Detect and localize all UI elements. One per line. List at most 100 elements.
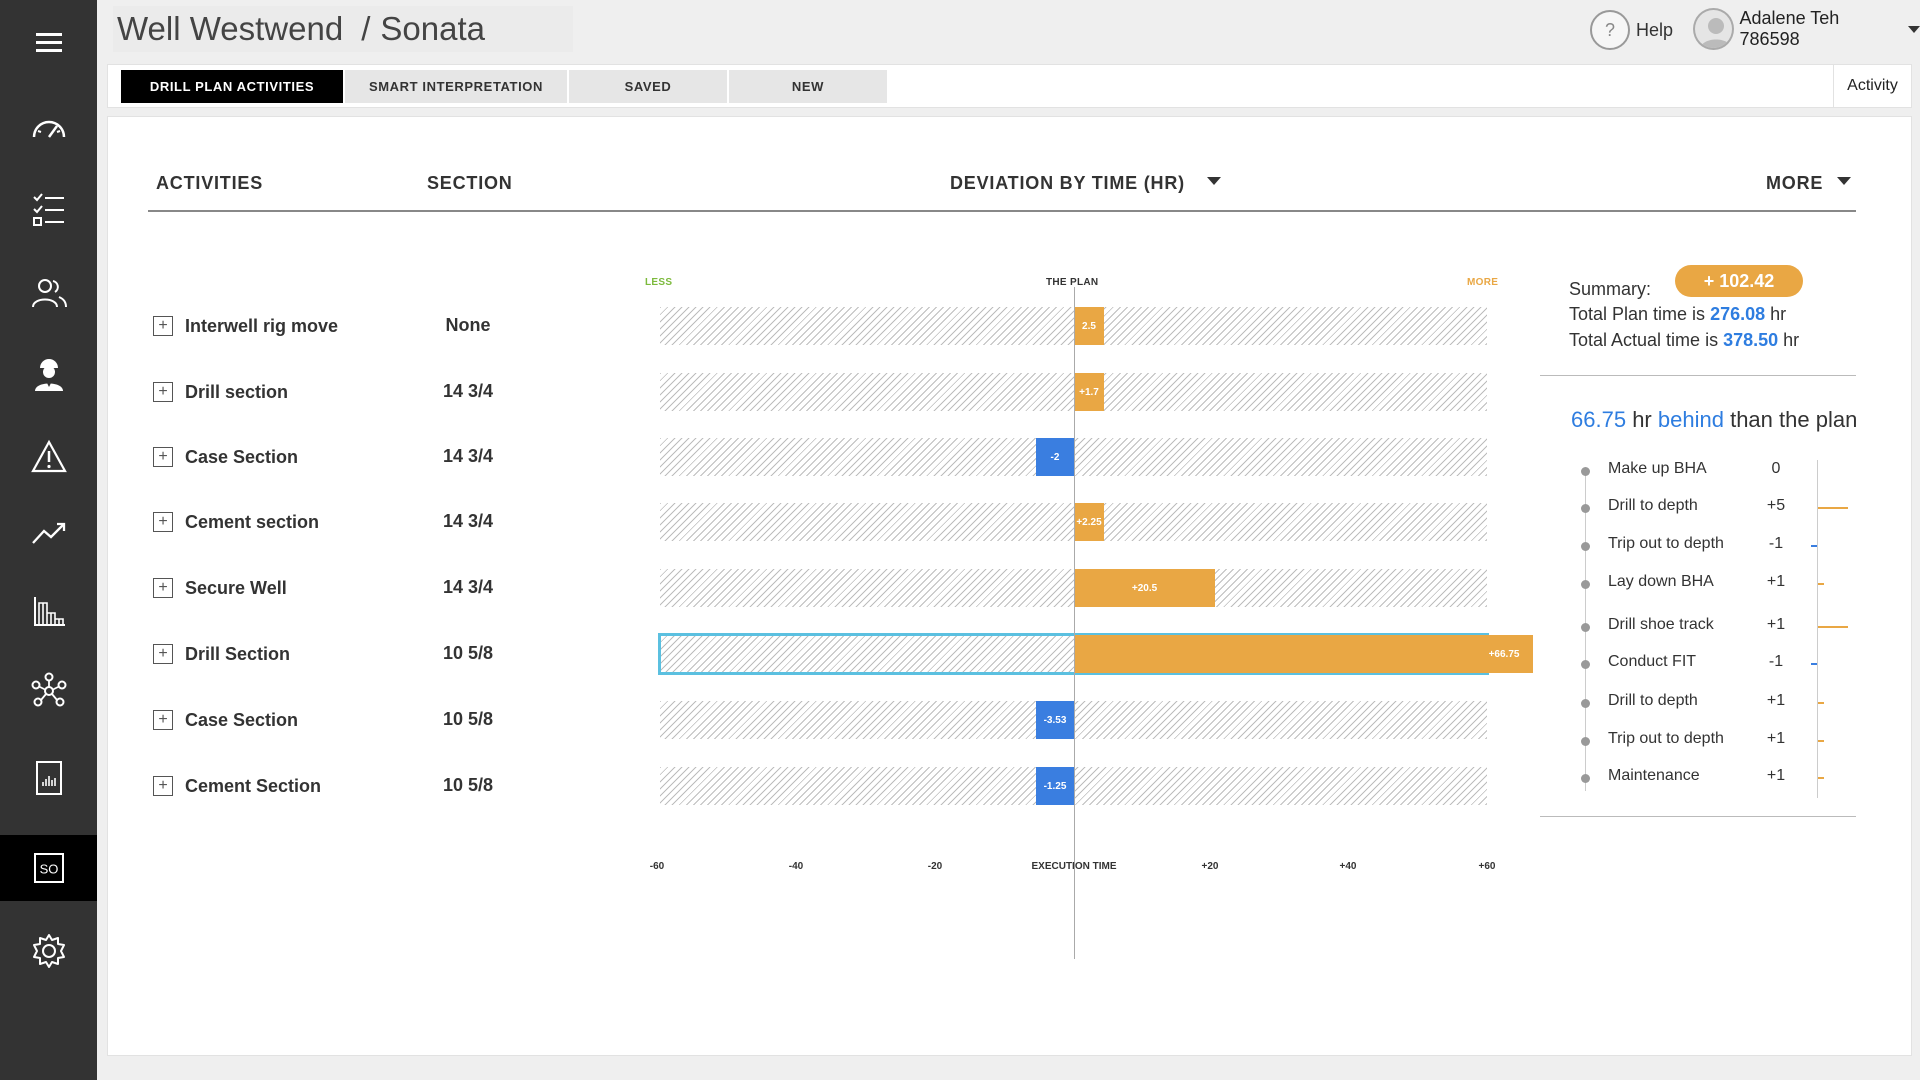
breakdown-item-name: Drill to depth — [1608, 497, 1698, 514]
chart-label-more: MORE — [1467, 277, 1499, 288]
gauge-icon[interactable] — [0, 96, 97, 162]
tab-bar: DRILL PLAN ACTIVITIES SMART INTERPRETATI… — [107, 64, 1912, 108]
breakdown-item-value: +1 — [1766, 616, 1786, 633]
deviation-dropdown[interactable]: DEVIATION BY TIME (HR) — [950, 173, 1221, 194]
timeline-dot — [1581, 542, 1590, 551]
deviation-track[interactable]: 2.5 — [660, 307, 1487, 345]
warning-icon[interactable] — [0, 424, 97, 490]
activity-name: Drill section — [185, 381, 289, 402]
well-name: Well Westwend — [117, 10, 344, 47]
deviation-track[interactable]: -3.53 — [660, 701, 1487, 739]
section-value: 10 5/8 — [442, 709, 494, 729]
report-icon[interactable] — [0, 745, 97, 811]
network-icon[interactable] — [0, 658, 97, 724]
expand-icon[interactable]: + — [153, 776, 173, 796]
chart-label-plan: THE PLAN — [1046, 277, 1099, 288]
header: Well Westwend / Sonata ? Help Adalene Te… — [97, 0, 1920, 62]
so-label: SO — [39, 862, 58, 877]
timeline-dot — [1581, 737, 1590, 746]
plan-time-prefix: Total Plan time is — [1569, 304, 1706, 324]
deviation-track[interactable]: -2 — [660, 438, 1487, 476]
expand-icon[interactable]: + — [153, 578, 173, 598]
timeline-dot — [1581, 580, 1590, 589]
deviation-bar[interactable]: +1.7 — [1074, 373, 1104, 411]
x-tick-label: +60 — [1478, 861, 1496, 872]
activity-name: Cement section — [185, 511, 320, 532]
x-tick-label: EXECUTION TIME — [1031, 861, 1117, 872]
so-icon[interactable]: SO — [0, 835, 97, 901]
plan-time-value: 276.08 — [1710, 304, 1766, 324]
gear-icon[interactable] — [0, 918, 97, 984]
x-tick-label: -40 — [788, 861, 804, 872]
expand-icon[interactable]: + — [153, 512, 173, 532]
menu-icon[interactable] — [0, 10, 97, 76]
deviation-track[interactable]: +20.5 — [660, 569, 1487, 607]
tab-saved[interactable]: SAVED — [569, 70, 727, 103]
actual-time-prefix: Total Actual time is — [1569, 330, 1719, 350]
timeline-dot — [1581, 774, 1590, 783]
expand-icon[interactable]: + — [153, 382, 173, 402]
breakdown-item-name: Drill to depth — [1608, 692, 1698, 709]
deviation-bar[interactable]: -3.53 — [1036, 701, 1074, 739]
tab-new[interactable]: NEW — [729, 70, 887, 103]
checklist-icon[interactable] — [0, 176, 97, 242]
deviation-bar[interactable]: +2.25 — [1074, 503, 1104, 541]
behind-unit: hr — [1632, 407, 1652, 432]
deviation-bar[interactable]: +66.75 — [1074, 635, 1534, 673]
breakdown-item-value: -1 — [1768, 535, 1784, 552]
deviation-bar[interactable]: +20.5 — [1074, 569, 1216, 607]
actual-time-value: 378.50 — [1723, 330, 1779, 350]
help-button[interactable]: ? Help — [1590, 10, 1673, 50]
breakdown-item-name: Trip out to depth — [1608, 730, 1724, 747]
deviation-bar[interactable]: -1.25 — [1036, 767, 1074, 805]
section-value: 14 3/4 — [442, 511, 494, 531]
help-label: Help — [1636, 19, 1674, 40]
expand-icon[interactable]: + — [153, 316, 173, 336]
deviation-track[interactable]: +2.25 — [660, 503, 1487, 541]
plan-time-unit: hr — [1770, 304, 1787, 324]
column-header-activities: ACTIVITIES — [156, 173, 264, 193]
column-header-section: SECTION — [427, 173, 513, 193]
plan-zero-line — [1074, 287, 1075, 959]
chevron-down-icon — [1908, 25, 1920, 33]
section-value: None — [445, 315, 491, 335]
breakdown-item-name: Lay down BHA — [1608, 573, 1714, 590]
expand-icon[interactable]: + — [153, 447, 173, 467]
breakdown-mini-bar — [1818, 777, 1824, 779]
more-label: MORE — [1766, 173, 1824, 193]
section-value: 10 5/8 — [442, 775, 494, 795]
summary-divider — [1540, 375, 1856, 376]
users-icon[interactable] — [0, 260, 97, 326]
deviation-track[interactable]: -1.25 — [660, 767, 1487, 805]
timeline-dot — [1581, 699, 1590, 708]
breakdown-mini-bar — [1818, 626, 1848, 628]
project-name: Sonata — [380, 10, 485, 47]
activity-row-label: + Case Section — [153, 445, 298, 469]
trend-icon[interactable] — [0, 500, 97, 566]
breakdown-item-value: +5 — [1766, 497, 1786, 514]
user-menu[interactable]: Adalene Teh 786598 — [1693, 8, 1920, 50]
deviation-bar[interactable]: 2.5 — [1074, 307, 1104, 345]
deviation-track[interactable]: +1.7 — [660, 373, 1487, 411]
breakdown-item-name: Make up BHA — [1608, 460, 1707, 477]
breakdown-item-value: +1 — [1766, 767, 1786, 784]
behind-value: 66.75 — [1571, 407, 1627, 432]
section-value: 14 3/4 — [442, 577, 494, 597]
activity-button[interactable]: Activity — [1833, 65, 1911, 107]
summary-label: Summary: — [1569, 279, 1652, 299]
expand-icon[interactable]: + — [153, 644, 173, 664]
section-value: 10 5/8 — [442, 643, 494, 663]
worker-icon[interactable] — [0, 342, 97, 408]
activity-name: Case Section — [185, 709, 299, 730]
expand-icon[interactable]: + — [153, 710, 173, 730]
breakdown-item-value: +1 — [1766, 573, 1786, 590]
rig-icon[interactable] — [0, 578, 97, 644]
breakdown-mini-bar — [1818, 702, 1824, 704]
deviation-track[interactable]: +66.75 — [658, 633, 1534, 675]
tab-smart-interpretation[interactable]: SMART INTERPRETATION — [345, 70, 567, 103]
activity-name: Drill Section — [185, 643, 291, 664]
more-dropdown[interactable]: MORE — [1766, 173, 1852, 194]
tab-drill-plan-activities[interactable]: DRILL PLAN ACTIVITIES — [121, 70, 343, 103]
deviation-bar[interactable]: -2 — [1036, 438, 1074, 476]
title-separator: / — [361, 10, 371, 47]
